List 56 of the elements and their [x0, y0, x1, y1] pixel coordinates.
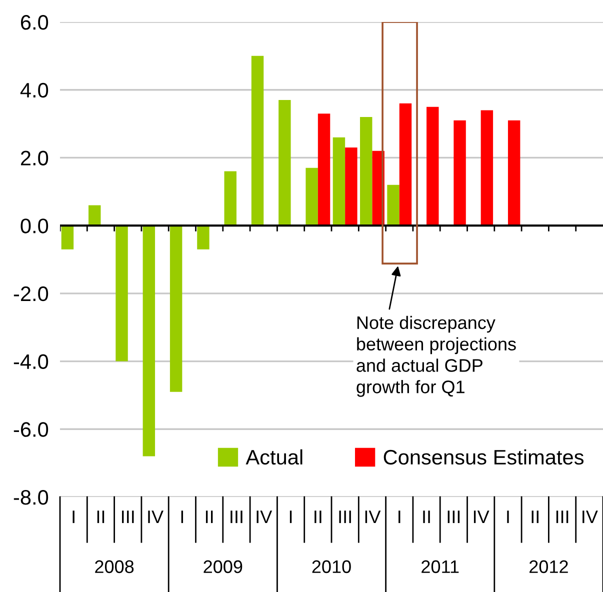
bar — [454, 120, 466, 226]
y-tick-label: -4.0 — [14, 354, 48, 370]
x-tick-label: I — [398, 510, 400, 524]
bar — [360, 117, 372, 226]
x-tick-label: IV — [256, 510, 272, 524]
legend-label: Actual — [246, 449, 302, 465]
text: 2008 — [95, 560, 134, 574]
bar — [306, 168, 318, 226]
x-tick-label: II — [532, 510, 538, 524]
y-tick-label: 0.0 — [20, 218, 48, 234]
x-tick-label: II — [206, 510, 213, 524]
bar — [61, 226, 74, 250]
bar — [399, 103, 412, 226]
y-tick-label: 2.0 — [20, 150, 48, 166]
bar — [426, 106, 439, 226]
bar — [251, 56, 264, 226]
x-tick-label: IV — [365, 510, 381, 524]
text: 2009 — [204, 560, 242, 574]
bar — [116, 226, 128, 362]
x-tick-label: II — [97, 510, 104, 524]
bar — [480, 110, 494, 226]
y-tick-label: -8.0 — [14, 490, 48, 505]
y-tick-label: 6.0 — [20, 15, 48, 30]
bar — [224, 171, 236, 226]
y-tick-label: -2.0 — [14, 286, 48, 302]
text: 2010 — [312, 560, 351, 574]
x-tick-label: II — [314, 510, 322, 524]
x-tick-label: I — [290, 510, 292, 524]
bar — [318, 114, 330, 226]
y-tick-label: 4.0 — [20, 82, 48, 98]
bar — [170, 226, 182, 392]
bar — [332, 137, 346, 226]
legend-label: Consensus Estimates — [384, 449, 584, 465]
bar — [387, 184, 400, 226]
bar — [197, 226, 210, 250]
text: 2012 — [530, 560, 568, 574]
annotation: Note discrepancy between projections and actual GDP growth for Q1 — [356, 316, 516, 397]
x-tick-label: I — [507, 510, 509, 524]
y-tick-label: -6.0 — [14, 422, 48, 437]
x-tick-label: I — [72, 510, 74, 524]
bar — [88, 205, 101, 226]
x-tick-label: III — [556, 510, 568, 524]
x-tick-label: III — [230, 510, 242, 524]
x-tick-label: II — [423, 510, 430, 524]
bar — [278, 100, 291, 226]
x-tick-label: IV — [474, 510, 490, 524]
x-tick-label: III — [122, 510, 134, 524]
bar — [508, 120, 520, 226]
bar — [345, 148, 358, 226]
text: 2011 — [422, 560, 459, 574]
x-tick-label: I — [181, 510, 184, 524]
x-tick-label: III — [339, 510, 351, 524]
x-tick-label: III — [448, 510, 460, 524]
x-tick-label: IV — [148, 510, 164, 524]
bar — [142, 226, 156, 456]
x-tick-label: IV — [582, 510, 598, 524]
